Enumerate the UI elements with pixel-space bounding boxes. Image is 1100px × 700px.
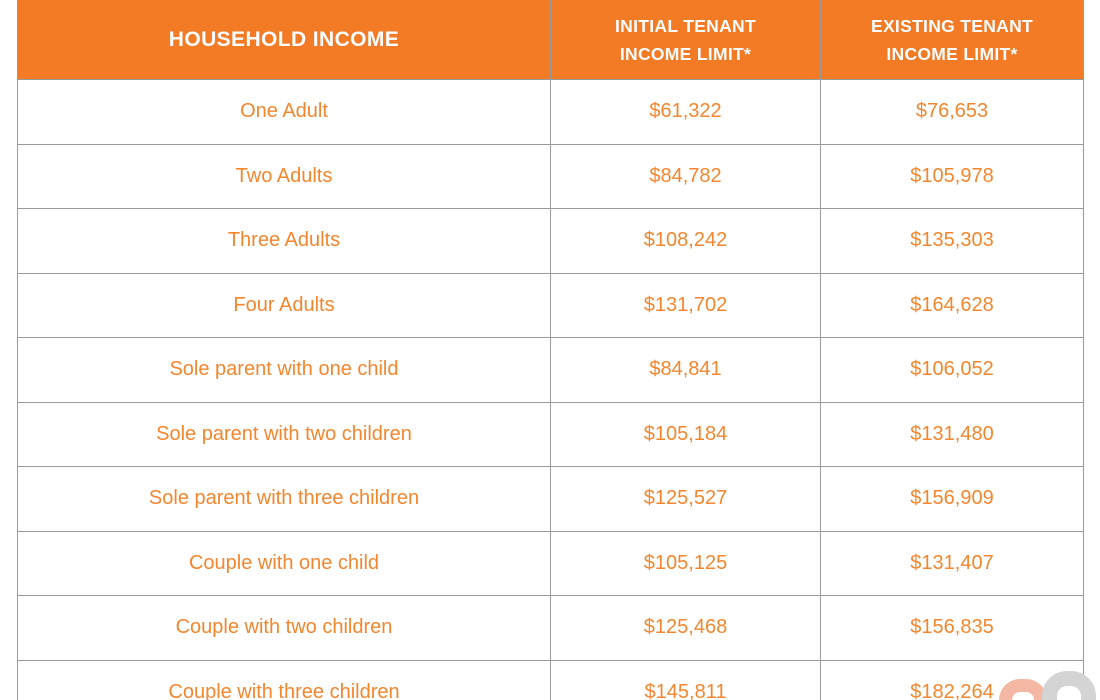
row-label-cell: Two Adults (17, 143, 551, 209)
table-row: Sole parent with two children $105,184 $… (17, 401, 1084, 467)
initial-limit-cell: $84,782 (550, 143, 821, 209)
initial-limit-value: $145,811 (644, 680, 727, 700)
row-label-cell: Couple with three children (17, 659, 551, 700)
header-initial-line1: INITIAL TENANT (615, 15, 756, 36)
initial-limit-cell: $131,702 (550, 272, 821, 338)
row-label-cell: Four Adults (17, 272, 551, 338)
row-label: Couple with one child (188, 551, 380, 574)
row-label: Sole parent with three children (148, 487, 420, 510)
table-row: Three Adults $108,242 $135,303 (17, 208, 1084, 274)
initial-limit-value: $61,322 (649, 100, 722, 123)
initial-limit-cell: $105,184 (550, 401, 821, 467)
row-label: Couple with three children (168, 680, 400, 700)
existing-limit-cell: $131,407 (820, 530, 1084, 596)
table-row: Sole parent with one child $84,841 $106,… (17, 337, 1084, 403)
initial-limit-value: $105,184 (643, 422, 728, 445)
row-label-cell: Couple with two children (17, 595, 551, 661)
header-initial-line2: INCOME LIMIT* (619, 43, 752, 64)
initial-limit-cell: $145,811 (550, 659, 821, 700)
row-label: Three Adults (227, 229, 341, 252)
row-label-cell: One Adult (17, 79, 551, 145)
existing-limit-cell: $135,303 (820, 208, 1084, 274)
initial-limit-value: $84,782 (649, 164, 722, 187)
initial-limit-value: $108,242 (643, 229, 728, 252)
initial-limit-value: $131,702 (643, 293, 728, 316)
existing-limit-value: $182,264 (910, 680, 994, 700)
initial-limit-value: $125,527 (643, 487, 728, 510)
table-row: Couple with one child $105,125 $131,407 (17, 530, 1084, 596)
initial-limit-cell: $61,322 (550, 79, 821, 145)
row-label: Sole parent with two children (156, 422, 412, 445)
initial-limit-value: $125,468 (643, 616, 728, 639)
header-row: HOUSEHOLD INCOME INITIAL TENANT INCOME L… (17, 0, 1084, 80)
existing-limit-cell: $182,264 (820, 659, 1084, 700)
existing-limit-value: $135,303 (910, 229, 994, 252)
initial-limit-cell: $125,468 (550, 595, 821, 661)
initial-limit-cell: $108,242 (550, 208, 821, 274)
row-label: One Adult (240, 100, 328, 123)
existing-limit-cell: $106,052 (820, 337, 1084, 403)
row-label-cell: Three Adults (17, 208, 551, 274)
existing-limit-value: $156,835 (910, 616, 994, 639)
initial-limit-cell: $125,527 (550, 466, 821, 532)
existing-limit-cell: $156,909 (820, 466, 1084, 532)
table-row: One Adult $61,322 $76,653 (17, 79, 1084, 145)
existing-limit-cell: $76,653 (820, 79, 1084, 145)
header-cell-existing-limit: EXISTING TENANT INCOME LIMIT* (820, 0, 1084, 80)
table-row: Four Adults $131,702 $164,628 (17, 272, 1084, 338)
header-cell-initial-limit: INITIAL TENANT INCOME LIMIT* (550, 0, 821, 80)
existing-limit-value: $131,407 (910, 551, 994, 574)
initial-limit-value: $105,125 (643, 551, 728, 574)
existing-limit-cell: $156,835 (820, 595, 1084, 661)
existing-limit-value: $105,978 (910, 164, 994, 187)
existing-limit-value: $76,653 (915, 100, 989, 123)
existing-limit-value: $156,909 (910, 487, 994, 510)
initial-limit-cell: $84,841 (550, 337, 821, 403)
table-row: Couple with two children $125,468 $156,8… (17, 595, 1084, 661)
row-label: Four Adults (233, 293, 335, 316)
row-label-cell: Sole parent with one child (17, 337, 551, 403)
initial-limit-cell: $105,125 (550, 530, 821, 596)
initial-limit-value: $84,841 (649, 358, 722, 381)
existing-limit-value: $131,480 (910, 422, 994, 445)
header-cell-household-income: HOUSEHOLD INCOME (17, 0, 551, 80)
existing-limit-cell: $164,628 (820, 272, 1084, 338)
row-label: Sole parent with one child (169, 358, 399, 381)
header-existing-line2: INCOME LIMIT* (886, 43, 1018, 64)
row-label-cell: Couple with one child (17, 530, 551, 596)
row-label: Couple with two children (175, 616, 393, 639)
existing-limit-cell: $105,978 (820, 143, 1084, 209)
row-label: Two Adults (235, 164, 333, 187)
existing-limit-value: $164,628 (910, 293, 994, 316)
table-row: Sole parent with three children $125,527… (17, 466, 1084, 532)
existing-limit-cell: $131,480 (820, 401, 1084, 467)
table-row: Couple with three children $145,811 $182… (17, 659, 1084, 700)
income-limits-table: HOUSEHOLD INCOME INITIAL TENANT INCOME L… (17, 0, 1084, 700)
table-row: Two Adults $84,782 $105,978 (17, 143, 1084, 209)
row-label-cell: Sole parent with two children (17, 401, 551, 467)
existing-limit-value: $106,052 (910, 358, 994, 381)
row-label-cell: Sole parent with three children (17, 466, 551, 532)
header-existing-line1: EXISTING TENANT (870, 15, 1033, 36)
